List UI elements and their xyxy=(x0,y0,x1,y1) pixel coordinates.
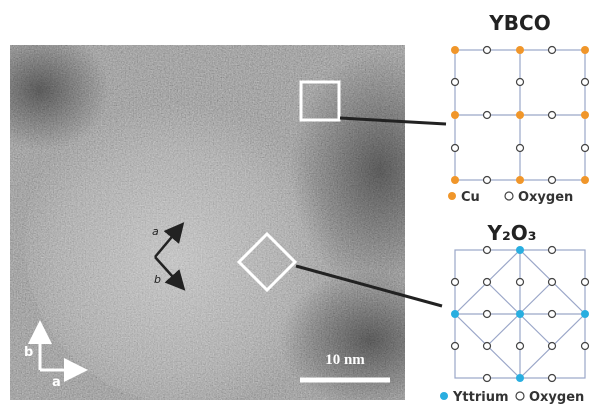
legend-swatch xyxy=(515,391,525,401)
legend-label: Oxygen xyxy=(529,390,584,405)
oxygen-atom xyxy=(482,341,492,351)
oxygen-atom xyxy=(482,45,492,55)
oxygen-atom xyxy=(515,341,525,351)
oxygen-atom xyxy=(547,245,557,255)
oxygen-atom xyxy=(580,77,590,87)
oxygen-atom xyxy=(482,373,492,383)
metal-atom xyxy=(516,46,524,54)
direction-arrow xyxy=(154,222,185,258)
legend-label: Yttrium xyxy=(452,390,509,405)
metal-atom xyxy=(581,111,589,119)
oxygen-atom xyxy=(547,110,557,120)
metal-atom xyxy=(451,310,459,318)
metal-atom xyxy=(451,46,459,54)
direction-label: b xyxy=(154,273,161,286)
oxygen-atom xyxy=(515,77,525,87)
ybco-atoms xyxy=(450,45,590,185)
panel-title: YBCO xyxy=(488,11,550,35)
oxygen-atom xyxy=(580,341,590,351)
axis-label: a xyxy=(52,375,61,390)
tem-image xyxy=(10,45,405,400)
connector-line xyxy=(339,116,447,126)
metal-atom xyxy=(516,111,524,119)
oxygen-atom xyxy=(515,277,525,287)
oxygen-atom xyxy=(547,309,557,319)
metal-atom xyxy=(451,111,459,119)
oxygen-atom xyxy=(482,277,492,287)
axis-label: b xyxy=(24,345,33,360)
legend-label: Oxygen xyxy=(518,190,573,205)
scale-bar-label: 10 nm xyxy=(325,352,365,368)
legend-label: Cu xyxy=(461,190,480,205)
oxygen-atom xyxy=(450,77,460,87)
oxygen-atom xyxy=(515,143,525,153)
direction-arrow xyxy=(154,256,186,291)
y2o3-region-box xyxy=(236,231,298,293)
oxygen-atom xyxy=(482,175,492,185)
metal-atom xyxy=(451,176,459,184)
metal-atom xyxy=(516,310,524,318)
oxygen-atom xyxy=(450,341,460,351)
oxygen-atom xyxy=(482,110,492,120)
oxygen-atom xyxy=(547,277,557,287)
panel-title: Y₂O₃ xyxy=(486,221,536,245)
y2o3-atoms xyxy=(450,245,590,383)
oxygen-atom xyxy=(482,309,492,319)
metal-atom xyxy=(516,176,524,184)
oxygen-atom xyxy=(482,245,492,255)
legend-swatch xyxy=(504,191,514,201)
legend-swatch xyxy=(440,392,448,400)
metal-atom xyxy=(516,246,524,254)
connector-line xyxy=(295,264,443,308)
metal-atom xyxy=(581,46,589,54)
metal-atom xyxy=(516,374,524,382)
direction-label: a xyxy=(152,225,159,238)
oxygen-atom xyxy=(547,373,557,383)
ybco-region-box xyxy=(299,80,341,122)
legend-swatch xyxy=(448,192,456,200)
oxygen-atom xyxy=(580,143,590,153)
oxygen-atom xyxy=(547,341,557,351)
oxygen-atom xyxy=(580,277,590,287)
oxygen-atom xyxy=(547,45,557,55)
oxygen-atom xyxy=(450,143,460,153)
oxygen-atom xyxy=(450,277,460,287)
metal-atom xyxy=(581,176,589,184)
metal-atom xyxy=(581,310,589,318)
oxygen-atom xyxy=(547,175,557,185)
